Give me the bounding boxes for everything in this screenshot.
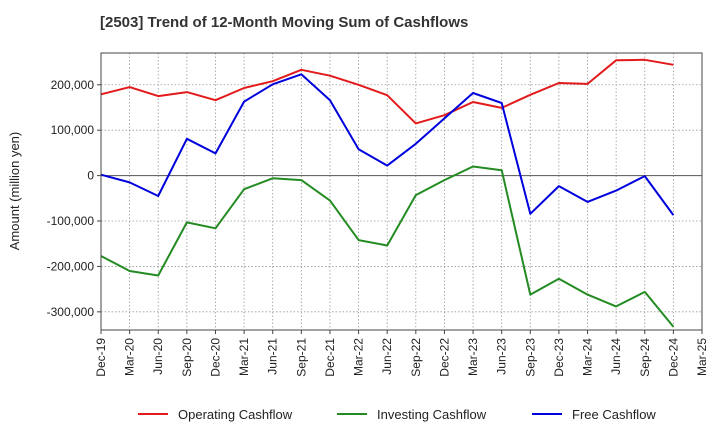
series-line-free-cashflow [100, 73, 675, 216]
x-tick-label: Dec-19 [94, 338, 108, 377]
x-tick-label: Sep-22 [409, 338, 423, 377]
series-line-operating-cashflow [100, 58, 674, 125]
x-tick-label: Mar-21 [237, 338, 251, 376]
y-tick-label: 0 [87, 169, 94, 183]
x-tick-label: Sep-20 [180, 338, 194, 377]
legend-item: Free Cashflow [532, 407, 656, 422]
series-layer [100, 58, 675, 328]
x-tick-label: Jun-24 [609, 338, 623, 375]
x-tick-label: Dec-22 [437, 338, 451, 377]
x-tick-label: Jun-22 [380, 338, 394, 375]
x-tick-label: Dec-23 [552, 338, 566, 377]
y-gridlines [101, 84, 702, 313]
y-tick-labels: 200,000 100,000 0 -100,000 -200,000 -300,000 [47, 78, 101, 319]
legend: Operating Cashflow Investing Cashflow Free… [138, 407, 656, 422]
plot-background [101, 53, 702, 330]
x-tick-label: Dec-20 [208, 338, 222, 377]
legend-item: Investing Cashflow [337, 407, 487, 422]
x-tick-label: Sep-23 [523, 338, 537, 377]
chart-title: [2503] Trend of 12-Month Moving Sum of C… [100, 14, 469, 31]
x-tick-label: Dec-24 [666, 338, 680, 377]
legend-label: Operating Cashflow [178, 407, 293, 422]
legend-label: Investing Cashflow [377, 407, 487, 422]
x-tick-label: Jun-20 [151, 338, 165, 375]
x-tick-label: Mar-23 [466, 338, 480, 376]
x-tick-label: Jun-23 [495, 338, 509, 375]
x-tick-label: Mar-22 [352, 338, 366, 376]
y-tick-label: 200,000 [51, 78, 95, 92]
y-tick-label: -200,000 [47, 259, 95, 273]
x-tick-label: Mar-24 [581, 338, 595, 376]
legend-item: Operating Cashflow [138, 407, 293, 422]
x-tick-label: Mar-20 [123, 338, 137, 376]
series-line-investing-cashflow [100, 165, 675, 328]
x-tick-label: Jun-21 [266, 338, 280, 375]
y-axis-label: Amount (million yen) [7, 132, 22, 251]
plot-frame [100, 52, 703, 331]
y-tick-label: -300,000 [47, 305, 95, 319]
x-tick-label: Sep-24 [638, 338, 652, 377]
legend-label: Free Cashflow [572, 407, 656, 422]
y-tick-label: 100,000 [51, 123, 95, 137]
y-tick-label: -100,000 [47, 214, 95, 228]
x-tick-labels: Dec-19 Mar-20 Jun-20 Sep-20 Dec-20 Mar-21 Jun-… [94, 330, 709, 377]
x-tick-label: Sep-21 [294, 338, 308, 377]
x-tick-label: Mar-25 [695, 338, 709, 376]
x-tick-label: Dec-21 [323, 338, 337, 377]
